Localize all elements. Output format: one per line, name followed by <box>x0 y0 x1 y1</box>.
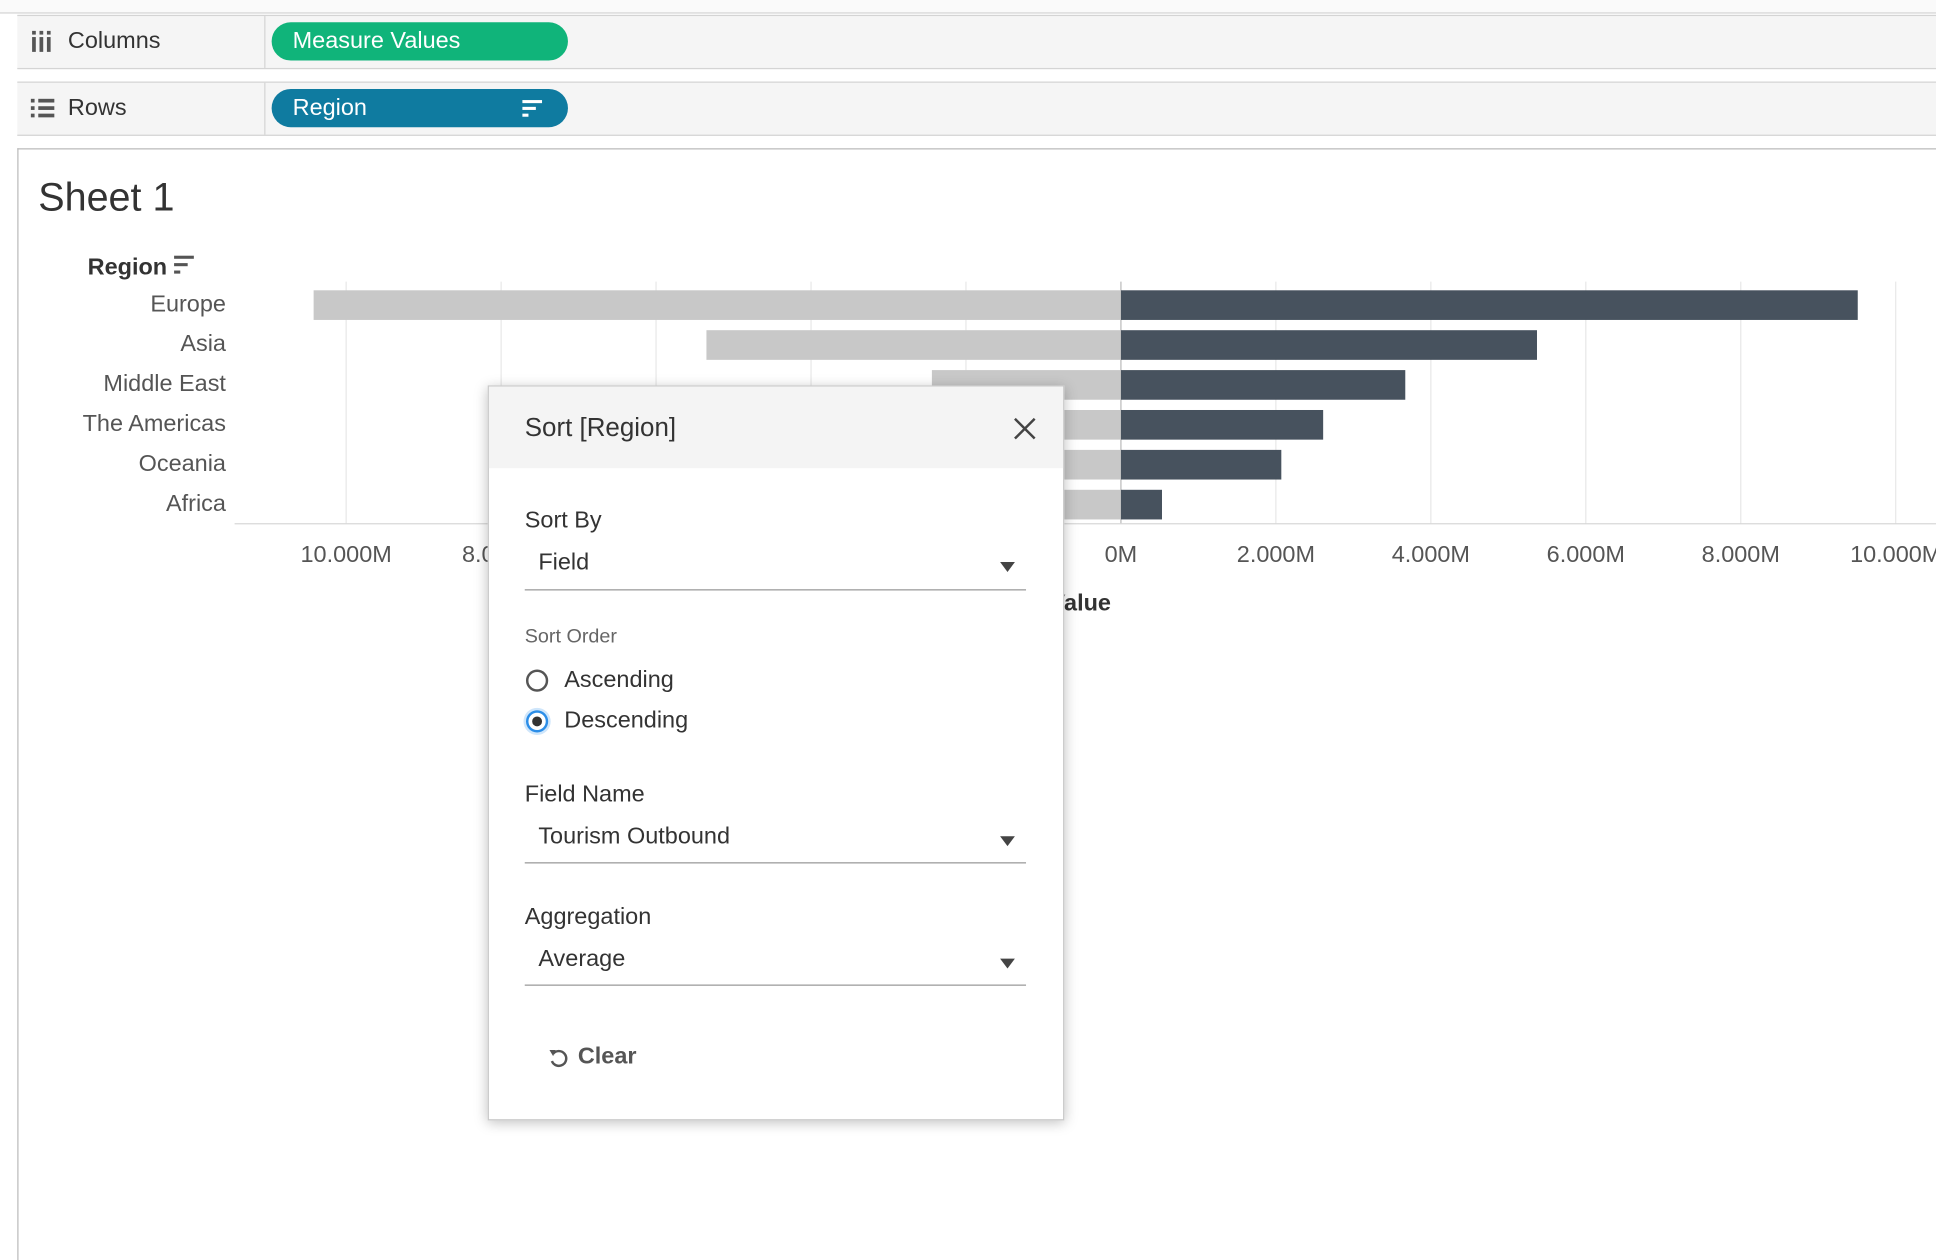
category-label: Oceania <box>139 450 227 476</box>
shelf-label: Rows <box>67 95 127 122</box>
radio-label[interactable]: Ascending <box>564 667 674 693</box>
measure-pill[interactable]: Measure Values <box>271 22 568 61</box>
shelf-label: Columns <box>67 28 161 55</box>
clear-icon <box>549 1049 568 1068</box>
x-tick-label: 10.000M <box>1850 541 1936 567</box>
x-tick-label: 4.000M <box>1392 541 1470 567</box>
radio-label[interactable]: Descending <box>564 707 689 734</box>
sort-dialog: Sort [Region] Sort By Field Sort Order A… <box>487 385 1065 1121</box>
clear-button[interactable]: Clear <box>577 1043 637 1070</box>
dialog-title: Sort [Region] <box>524 413 677 443</box>
x-tick-label: 8.000M <box>1702 541 1780 567</box>
category-label: Africa <box>166 490 227 516</box>
region-pill[interactable]: Region <box>271 88 568 128</box>
rows-shelf: Rows Region <box>17 81 1936 136</box>
category-label: The Americas <box>83 410 226 436</box>
bar <box>313 290 1121 320</box>
field-label: Aggregation <box>524 904 652 931</box>
category-label: Asia <box>180 330 227 356</box>
bar <box>1120 409 1324 440</box>
x-tick-label: 2.000M <box>1237 541 1315 567</box>
bar <box>1120 370 1406 400</box>
dialog-header <box>488 386 1064 469</box>
x-tick-label: 6.000M <box>1547 541 1625 567</box>
header-sort-icon <box>174 255 194 274</box>
bar <box>1058 489 1121 520</box>
field-label: Sort Order <box>524 626 617 648</box>
dropdown-value[interactable]: Tourism Outbound <box>538 823 731 850</box>
category-label: Middle East <box>103 370 226 396</box>
bar <box>1120 489 1162 520</box>
columns-shelf: Columns Measure Values <box>17 14 1936 70</box>
rows-icon <box>30 98 55 118</box>
dropdown-value[interactable]: Field <box>538 549 590 576</box>
sheet-title: Sheet 1 <box>38 176 174 220</box>
close-button[interactable] <box>1012 416 1037 441</box>
x-tick-label: 0M <box>1105 541 1138 567</box>
columns-icon <box>32 30 51 52</box>
sort-icon <box>522 100 543 117</box>
radio-button[interactable] <box>525 710 549 733</box>
category-label: Europe <box>150 290 226 316</box>
field-label: Sort By <box>524 507 602 534</box>
row-header: Region <box>88 253 167 279</box>
bar <box>1120 330 1537 360</box>
bar <box>1120 449 1282 480</box>
radio-dot <box>532 716 543 727</box>
bar <box>1120 290 1858 320</box>
pill-text: Region <box>292 95 367 122</box>
bar <box>706 330 1121 360</box>
field-label: Field Name <box>524 781 645 808</box>
radio-button[interactable] <box>525 669 549 692</box>
x-tick-label: 10.000M <box>301 541 392 567</box>
dropdown-value[interactable]: Average <box>538 946 626 973</box>
sheet <box>17 148 1936 1260</box>
top-strip <box>0 0 1936 14</box>
